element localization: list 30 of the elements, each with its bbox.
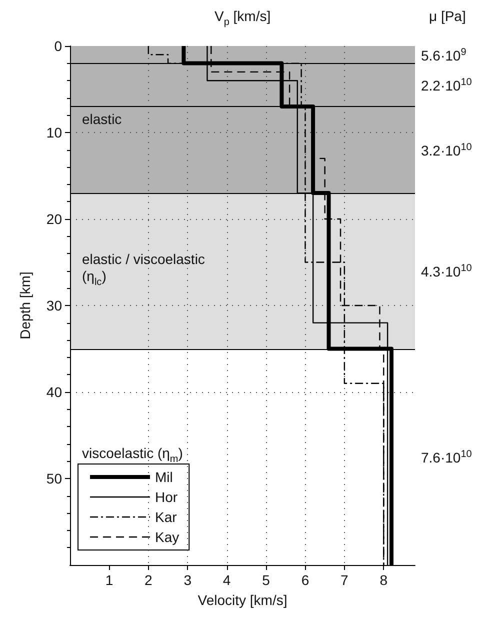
- y-tick-label: 10: [46, 124, 62, 140]
- y-tick-label: 0: [54, 38, 62, 54]
- text: 3.2·10$^{10}$: [421, 141, 472, 160]
- y-axis-title: Depth [km]: [17, 272, 33, 340]
- x2-axis-title: V$_{p}$ [km/s]: [214, 8, 271, 30]
- y-tick-label: 20: [46, 211, 62, 227]
- text: 5.6·10$^{9}$: [421, 46, 466, 65]
- x-tick-label: 5: [262, 572, 270, 588]
- y-tick-label: 30: [46, 298, 62, 314]
- legend-label: Kar: [155, 509, 178, 525]
- x-tick-label: 8: [380, 572, 388, 588]
- x-tick-label: 3: [184, 572, 192, 588]
- text: 2.2·10$^{10}$: [421, 76, 472, 96]
- x-tick-label: 4: [222, 572, 231, 588]
- x-tick-label: 7: [340, 572, 349, 588]
- y-tick-label: 50: [46, 470, 62, 486]
- legend-label: Mil: [155, 469, 173, 485]
- x-tick-label: 6: [301, 572, 310, 588]
- band-label: viscoelastic (η$_{m}$): [82, 445, 184, 468]
- text: μ [Pa]: [429, 8, 466, 25]
- band-label: elastic / viscoelastic (η$_{lc}$): [82, 250, 206, 290]
- x-tick-label: 2: [144, 572, 153, 588]
- band-label: elastic: [82, 111, 123, 128]
- x-tick-label: 1: [105, 572, 114, 588]
- x-axis-title: Velocity [km/s]: [198, 592, 288, 608]
- text: 7.6·10$^{10}$: [421, 448, 472, 468]
- text: 4.3·10$^{10}$: [421, 262, 472, 282]
- legend-label: Kay: [155, 529, 180, 545]
- y-tick-label: 40: [46, 384, 62, 400]
- legend-label: Hor: [155, 489, 178, 505]
